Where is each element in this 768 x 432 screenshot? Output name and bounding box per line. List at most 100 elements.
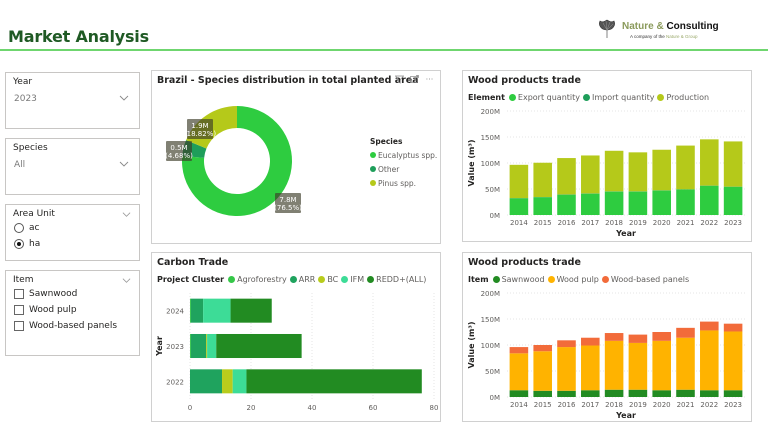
legend-label: Other — [378, 165, 400, 174]
data-label-background — [187, 119, 213, 139]
legend-dot-icon — [228, 276, 236, 283]
legend-item-eucalyptus-spp[interactable]: Eucalyptus spp. — [370, 151, 437, 160]
filter-icon[interactable] — [395, 75, 404, 84]
x-tick-label: 20 — [247, 404, 256, 412]
chevron-down-icon[interactable] — [122, 276, 131, 285]
bar-sawnwood-2019 — [628, 389, 648, 397]
bar-wood-based-panels-2019 — [628, 334, 648, 343]
y-tick-label: 0M — [490, 212, 501, 220]
radio-button[interactable] — [14, 223, 24, 233]
checkbox[interactable] — [14, 321, 24, 331]
donut-data-label-other: 0.5M(4.68%) — [165, 141, 193, 161]
more-options-icon[interactable]: ··· — [425, 75, 434, 84]
data-label-value: 1.9M — [191, 122, 208, 130]
legend-label: IFM — [350, 275, 365, 284]
data-label-value: 0.5M — [170, 144, 187, 152]
legend-item-import-quantity[interactable]: Import quantity — [583, 93, 654, 102]
legend-item-arr[interactable]: ARR — [289, 275, 315, 284]
year-dropdown[interactable]: 2023 — [10, 91, 135, 109]
x-tick-label: 2016 — [558, 219, 576, 227]
y-axis-title: Value (m³) — [467, 140, 476, 187]
y-tick-label: 2023 — [166, 343, 184, 351]
legend-item-export-quantity[interactable]: Export quantity — [508, 93, 580, 102]
bar-wood-pulp-2018 — [604, 340, 624, 390]
legend-item-agroforestry[interactable]: Agroforestry — [228, 275, 287, 284]
x-axis-title: Year — [615, 229, 636, 238]
data-label-background — [166, 141, 192, 161]
bar-arr-2023 — [190, 333, 207, 359]
legend-item-wood-pulp[interactable]: Wood pulp — [547, 275, 599, 284]
x-tick-label: 2020 — [653, 401, 671, 409]
checkbox[interactable] — [14, 305, 24, 315]
legend-item-other[interactable]: Other — [370, 165, 400, 174]
bar-export-quantity-2023 — [723, 186, 743, 215]
visual-header-icons: ··· — [395, 75, 434, 84]
item-option-label: Wood-based panels — [29, 321, 118, 331]
bar-agroforestry-2023 — [190, 333, 191, 359]
item-option-sawnwood[interactable]: Sawnwood — [14, 289, 77, 299]
bar-wood-pulp-2017 — [581, 345, 600, 391]
item-slicer-label: Item — [13, 275, 34, 285]
logo-brand-part2: Consulting — [666, 21, 719, 32]
bar-wood-based-panels-2020 — [652, 332, 671, 341]
bar-production-2016 — [557, 158, 576, 195]
legend-item-ifm[interactable]: IFM — [341, 275, 364, 284]
x-tick-label: 2015 — [534, 219, 552, 227]
legend-dot-icon — [547, 276, 555, 283]
legend-item-production[interactable]: Production — [657, 93, 709, 102]
bar-production-2014 — [509, 164, 529, 199]
item-option-label: Wood pulp — [29, 305, 77, 315]
legend-item-bc[interactable]: BC — [318, 275, 338, 284]
header-divider — [0, 49, 768, 51]
wood-trade-element-card: Wood products trade Element Export quanti… — [462, 70, 752, 242]
item-option-wood-based-panels[interactable]: Wood-based panels — [14, 321, 117, 331]
legend-item-pinus-spp[interactable]: Pinus spp. — [370, 179, 416, 188]
focus-mode-icon[interactable] — [410, 75, 419, 84]
bar-production-2022 — [700, 139, 719, 186]
chevron-down-icon[interactable] — [122, 210, 131, 219]
bar-redd-all-2023 — [216, 333, 302, 359]
data-label-percent: (18.82%) — [184, 130, 216, 138]
logo-tagline-group: Nature & Group — [666, 34, 698, 39]
bar-wood-pulp-2015 — [533, 351, 552, 391]
checkbox[interactable] — [14, 289, 24, 299]
bar-arr-2022 — [190, 369, 223, 394]
legend-label: BC — [327, 275, 339, 284]
bar-export-quantity-2022 — [700, 185, 719, 215]
legend-dot-icon — [657, 94, 665, 101]
data-label-value: 7.8M — [279, 196, 296, 204]
area-unit-option-ha[interactable]: ha — [14, 239, 40, 249]
radio-button-selected[interactable] — [14, 239, 24, 249]
bar-wood-pulp-2020 — [652, 340, 671, 391]
data-label-background — [275, 193, 301, 213]
logo-tagline: A company of the Nature & Group — [630, 34, 698, 39]
legend-dot-icon — [601, 276, 609, 283]
legend-title: Element — [468, 93, 505, 102]
bar-agroforestry-2024 — [190, 298, 191, 323]
x-tick-label: 0 — [188, 404, 192, 412]
wood-trade-card-title: Wood products trade — [468, 257, 581, 268]
species-dropdown[interactable]: All — [10, 157, 135, 175]
legend-title: Species — [370, 137, 403, 146]
legend-dot-icon — [289, 276, 297, 283]
logo-tagline-prefix: A company of the — [630, 34, 667, 39]
legend-item-wood-based-panels[interactable]: Wood-based panels — [601, 275, 689, 284]
item-option-wood-pulp[interactable]: Wood pulp — [14, 305, 77, 315]
x-tick-label: 2022 — [700, 219, 718, 227]
carbon-card-title: Carbon Trade — [157, 257, 229, 268]
legend-item-redd-all[interactable]: REDD+(ALL) — [367, 275, 426, 284]
year-dropdown-value: 2023 — [14, 94, 37, 104]
bar-production-2018 — [604, 150, 624, 192]
bar-export-quantity-2014 — [509, 198, 529, 215]
chevron-down-icon — [119, 161, 129, 167]
bar-wood-pulp-2023 — [723, 331, 743, 391]
area-unit-option-ac[interactable]: ac — [14, 223, 39, 233]
bar-sawnwood-2022 — [700, 390, 719, 397]
y-tick-label: 100M — [481, 160, 500, 168]
bar-sawnwood-2014 — [509, 390, 529, 397]
y-tick-label: 50M — [485, 186, 500, 194]
legend-item-sawnwood[interactable]: Sawnwood — [492, 275, 545, 284]
bar-arr-2024 — [190, 298, 204, 323]
bar-redd-all-2024 — [230, 298, 272, 323]
area-unit-option-label: ha — [29, 239, 41, 249]
